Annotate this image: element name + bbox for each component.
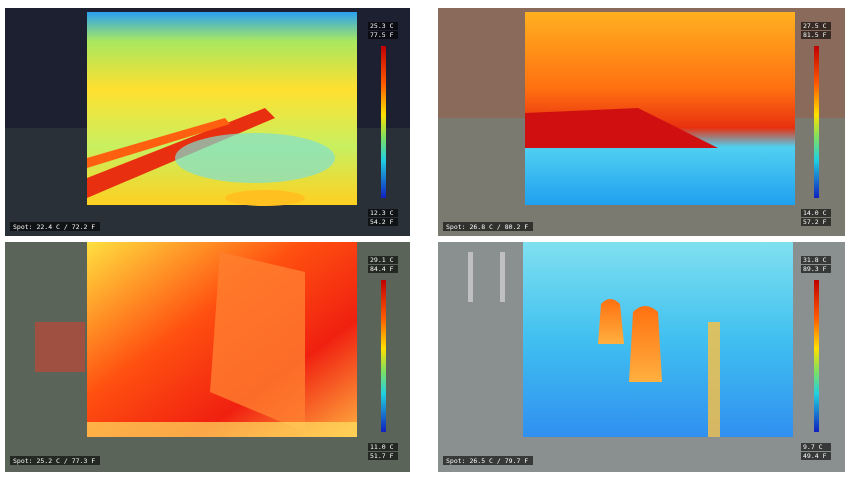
label-background (801, 256, 831, 264)
thermal-panel: 25.3 C77.5 F 12.3 C54.2 F Spot: 22.4 C / 7… (5, 8, 410, 236)
color-scale-bar (814, 280, 819, 432)
label-background (368, 31, 398, 39)
label-background (368, 218, 398, 226)
warm-area (225, 190, 305, 206)
scale-label: 9.7 C (803, 443, 823, 451)
label-background (801, 443, 831, 451)
building (210, 252, 305, 432)
label-background (368, 443, 398, 451)
spot-reading: Spot: 26.5 C / 79.7 F (446, 457, 528, 465)
label-background (801, 22, 831, 30)
label-background (10, 222, 100, 231)
scale-label: 57.2 F (803, 218, 827, 226)
scale-label: 12.3 C (370, 209, 394, 217)
label-background (801, 265, 831, 273)
thermal-panel: 31.8 C89.3 F 9.7 C49.4 F Spot: 26.5 C / 79… (438, 242, 845, 472)
scale-label: 49.4 F (803, 452, 827, 460)
scale-label: 77.5 F (370, 31, 394, 39)
spot-reading: Spot: 25.2 C / 77.3 F (13, 457, 95, 465)
cooling-tower (598, 299, 624, 344)
label-background (801, 31, 831, 39)
chimney (500, 252, 505, 302)
label-background (801, 452, 831, 460)
scale-label: 31.8 C (803, 256, 827, 264)
color-scale-bar (381, 46, 386, 198)
scale-label: 29.1 C (370, 256, 394, 264)
scale-label: 25.3 C (370, 22, 394, 30)
scale-label: 14.0 C (803, 209, 827, 217)
scale-label: 51.7 F (370, 452, 394, 460)
color-scale-bar (814, 46, 819, 198)
chimney (468, 252, 473, 302)
hot-road (525, 108, 718, 148)
cooling-tower (629, 306, 662, 382)
scale-label: 11.0 C (370, 443, 394, 451)
label-background (801, 209, 831, 217)
spot-reading: Spot: 26.8 C / 80.2 F (446, 223, 528, 231)
warm-road (708, 322, 720, 437)
roof (35, 322, 85, 372)
label-background (368, 209, 398, 217)
scale-label: 27.5 C (803, 22, 827, 30)
hot-road (87, 118, 230, 168)
thermal-overlay (525, 12, 795, 205)
scale-label: 81.5 F (803, 31, 827, 39)
scale-label: 84.4 F (370, 265, 394, 273)
label-background (368, 265, 398, 273)
label-background (368, 452, 398, 460)
spot-reading: Spot: 22.4 C / 72.2 F (13, 223, 95, 231)
label-background (10, 456, 100, 465)
scale-label: 89.3 F (803, 265, 827, 273)
label-background (443, 222, 533, 231)
warm-area (87, 422, 357, 437)
label-background (443, 456, 533, 465)
color-scale-bar (381, 280, 386, 432)
label-background (801, 218, 831, 226)
thermal-panel: 27.5 C81.5 F 14.0 C57.2 F Spot: 26.8 C / 8… (438, 8, 845, 236)
scale-label: 54.2 F (370, 218, 394, 226)
label-background (368, 22, 398, 30)
label-background (368, 256, 398, 264)
thermal-panel: 29.1 C84.4 F 11.0 C51.7 F Spot: 25.2 C / 7… (5, 242, 410, 472)
cool-area (175, 133, 335, 183)
